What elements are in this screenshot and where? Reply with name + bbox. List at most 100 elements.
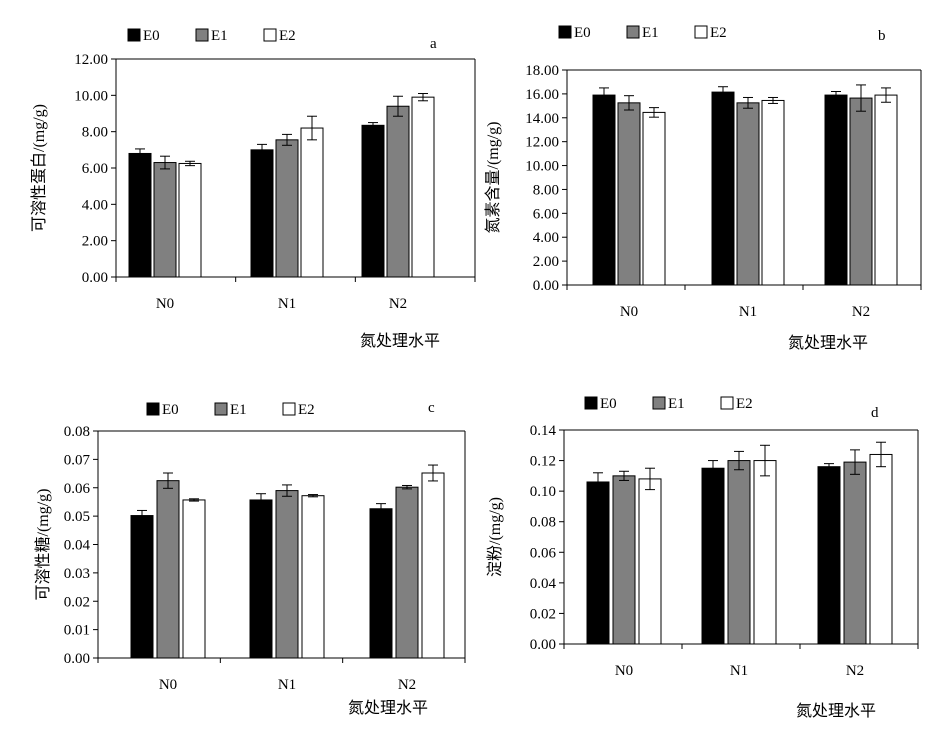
panel-letter: d bbox=[871, 405, 879, 421]
bar-E1-N0 bbox=[617, 102, 641, 286]
legend: E0 E1 E2 bbox=[127, 28, 296, 44]
y-tick-label: 12.00 bbox=[74, 52, 108, 68]
x-tick-label: N1 bbox=[730, 663, 748, 679]
bar-E1-N2 bbox=[386, 105, 410, 278]
bar-E1-N1 bbox=[727, 460, 751, 645]
y-tick-label: 0.01 bbox=[64, 623, 90, 639]
bar-E0-N0 bbox=[592, 94, 616, 286]
y-tick-label: 0.04 bbox=[64, 538, 91, 554]
y-tick-label: 0.02 bbox=[64, 594, 90, 610]
x-axis-label: 氮处理水平 bbox=[348, 699, 428, 717]
bar-E0-N1 bbox=[701, 467, 725, 645]
y-tick-label: 0.00 bbox=[82, 270, 108, 286]
bar-E1-N2 bbox=[395, 486, 419, 659]
chart-panel-b: 0.00 2.00 4.00 6.00 8.00 10.00 12.00 14.00 16.00… bbox=[484, 25, 922, 352]
y-tick-label: 0.00 bbox=[64, 651, 90, 667]
legend-swatch-E1 bbox=[214, 402, 228, 416]
legend-label-E2: E2 bbox=[710, 25, 727, 41]
bar-E2-N0 bbox=[638, 478, 662, 645]
y-tick-label: 18.00 bbox=[525, 63, 559, 79]
bar-E2-N1 bbox=[300, 127, 324, 278]
y-tick-label: 10.00 bbox=[74, 88, 108, 104]
legend-swatch-E2 bbox=[263, 28, 277, 42]
y-tick-label: 14.00 bbox=[525, 111, 559, 127]
y-tick-label: 0.08 bbox=[64, 424, 90, 440]
bar-E0-N1 bbox=[711, 91, 735, 286]
y-tick-label: 0.00 bbox=[533, 278, 559, 294]
bar-E1-N0 bbox=[156, 480, 180, 659]
legend-swatch-E1 bbox=[652, 396, 666, 410]
bar-E0-N0 bbox=[130, 515, 154, 659]
legend-swatch-E2 bbox=[282, 402, 296, 416]
y-tick-label: 0.06 bbox=[64, 481, 91, 497]
x-axis-label: 氮处理水平 bbox=[360, 332, 440, 350]
bar-E2-N1 bbox=[753, 460, 777, 645]
legend: E0 E1 E2 bbox=[558, 25, 727, 41]
legend-label-E2: E2 bbox=[736, 396, 753, 412]
legend-swatch-E1 bbox=[195, 28, 209, 42]
legend-swatch-E0 bbox=[558, 25, 572, 39]
y-axis-label: 可溶性蛋白/(mg/g) bbox=[30, 104, 48, 232]
legend-swatch-E2 bbox=[694, 25, 708, 39]
x-tick-label: N2 bbox=[846, 663, 864, 679]
x-tick-label: N0 bbox=[615, 663, 633, 679]
bar-E0-N0 bbox=[128, 152, 152, 278]
chart-panel-a: 0.00 2.00 4.00 6.00 8.00 10.00 12.00 N0 N1 N2 可溶性蛋… bbox=[30, 28, 476, 350]
x-tick-label: N0 bbox=[620, 304, 638, 320]
legend-label-E1: E1 bbox=[211, 28, 228, 44]
y-tick-label: 0.06 bbox=[530, 545, 557, 561]
bar-E0-N2 bbox=[817, 466, 841, 645]
y-tick-label: 0.02 bbox=[530, 606, 556, 622]
bar-E1-N2 bbox=[849, 97, 873, 286]
bar-E2-N2 bbox=[874, 94, 898, 286]
y-tick-label: 4.00 bbox=[82, 197, 108, 213]
bar-E2-N2 bbox=[869, 453, 893, 645]
y-axis-label: 可溶性糖/(mg/g) bbox=[34, 489, 52, 601]
chart-panel-c: 0.00 0.01 0.02 0.03 0.04 0.05 0.06 0.07 0.08 N0 N1… bbox=[34, 400, 466, 717]
x-tick-label: N2 bbox=[852, 304, 870, 320]
legend-label-E0: E0 bbox=[574, 25, 591, 41]
y-tick-label: 0.14 bbox=[530, 423, 557, 439]
bar-E2-N0 bbox=[178, 162, 202, 278]
y-tick-label: 2.00 bbox=[82, 234, 108, 250]
bar-E1-N0 bbox=[153, 162, 177, 278]
bar-E0-N1 bbox=[250, 149, 274, 278]
legend-label-E1: E1 bbox=[668, 396, 685, 412]
y-tick-label: 2.00 bbox=[533, 254, 559, 270]
y-tick-label: 0.08 bbox=[530, 515, 556, 531]
y-tick-label: 0.07 bbox=[64, 452, 91, 468]
y-tick-label: 6.00 bbox=[533, 206, 559, 222]
x-tick-label: N1 bbox=[278, 677, 296, 693]
y-tick-label: 0.12 bbox=[530, 454, 556, 470]
bar-E0-N2 bbox=[369, 508, 393, 659]
bar-E0-N1 bbox=[249, 499, 273, 659]
bar-E0-N2 bbox=[824, 94, 848, 286]
y-axis-label: 淀粉/(mg/g) bbox=[486, 497, 504, 577]
y-tick-label: 16.00 bbox=[525, 87, 559, 103]
legend-swatch-E2 bbox=[720, 396, 734, 410]
y-tick-label: 0.04 bbox=[530, 576, 557, 592]
legend-label-E2: E2 bbox=[279, 28, 296, 44]
y-axis-label: 氮素含量/(mg/g) bbox=[484, 122, 502, 234]
chart-panel-d: 0.00 0.02 0.04 0.06 0.08 0.10 0.12 0.14 N0 N1 N2 淀粉… bbox=[486, 396, 919, 720]
legend-swatch-E1 bbox=[626, 25, 640, 39]
x-axis-label: 氮处理水平 bbox=[796, 702, 876, 720]
y-tick-label: 10.00 bbox=[525, 159, 559, 175]
bar-E2-N2 bbox=[411, 96, 435, 278]
legend-swatch-E0 bbox=[146, 402, 160, 416]
panel-letter: b bbox=[878, 28, 886, 44]
x-tick-label: N0 bbox=[159, 677, 177, 693]
legend: E0 E1 E2 bbox=[584, 396, 753, 412]
panel-letter: a bbox=[430, 36, 437, 52]
legend-swatch-E0 bbox=[127, 28, 141, 42]
bar-E1-N0 bbox=[612, 475, 636, 645]
x-tick-label: N1 bbox=[278, 296, 296, 312]
x-tick-label: N2 bbox=[398, 677, 416, 693]
legend-label-E1: E1 bbox=[642, 25, 659, 41]
bar-E1-N1 bbox=[275, 490, 299, 659]
y-tick-label: 12.00 bbox=[525, 135, 559, 151]
bar-E1-N2 bbox=[843, 461, 867, 645]
bar-E2-N0 bbox=[182, 499, 206, 659]
y-tick-label: 4.00 bbox=[533, 230, 559, 246]
